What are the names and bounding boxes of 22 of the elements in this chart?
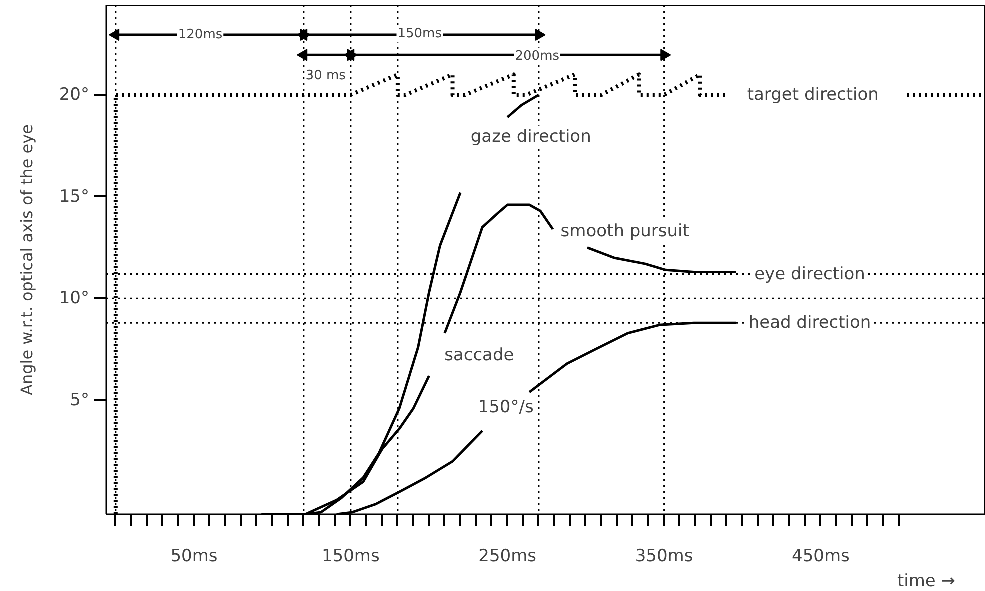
x-tick-label: 450ms [792, 546, 850, 566]
annotation: 30 ms [306, 68, 346, 84]
annotation: saccade [444, 346, 514, 366]
annotation: 120ms [178, 28, 223, 43]
x-tick-label: 350ms [635, 546, 694, 566]
x-tick-label: 250ms [478, 546, 537, 566]
y-tick-label: 15° [59, 186, 90, 207]
x-axis-title: time → [897, 572, 956, 591]
annotation: 200ms [515, 48, 560, 64]
annotation: smooth pursuit [560, 221, 690, 242]
x-tick-label: 150ms [322, 546, 380, 566]
x-tick-label: 50ms [170, 546, 218, 566]
y-tick-label: 20° [59, 85, 90, 106]
y-tick-label: 10° [59, 288, 90, 309]
ref-line-label: eye direction [754, 264, 866, 284]
y-axis-title: Angle w.r.t. optical axis of the eye [17, 124, 36, 396]
annotation: 150ms [398, 26, 442, 42]
annotation: gaze direction [470, 126, 592, 147]
ref-line-label: head direction [748, 313, 872, 334]
y-tick-label: 5° [70, 390, 90, 410]
annotation: target direction [747, 85, 879, 106]
annotation: 150°/s [478, 397, 534, 418]
